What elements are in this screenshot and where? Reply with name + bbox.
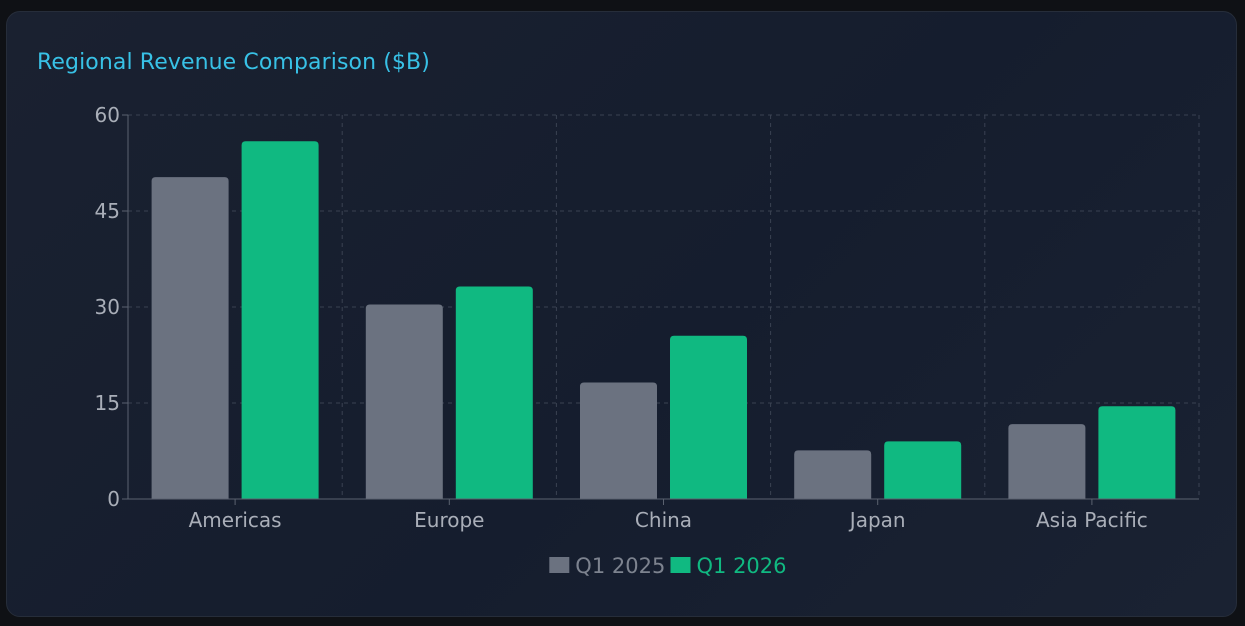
x-tick-label: Japan [848, 508, 906, 532]
y-axis-tick-labels: 0 15 30 45 60 [95, 103, 120, 511]
bar-japan-q1-2025 [794, 450, 872, 499]
y-tick-label: 30 [95, 295, 120, 319]
bar-asia-pacific-q1-2025 [1008, 424, 1086, 499]
x-tick-label: Europe [414, 508, 484, 532]
legend-label: Q1 2026 [697, 554, 787, 578]
bar-china-q1-2025 [580, 382, 657, 499]
x-tick-label: Asia Pacific [1036, 508, 1148, 532]
bar-europe-q1-2025 [365, 304, 443, 499]
bar-china-q1-2026 [670, 335, 747, 499]
bar-americas-q1-2025 [151, 177, 229, 499]
y-tick-label: 45 [95, 199, 120, 223]
x-axis-tick-labels: Americas Europe China Japan Asia Pacific [189, 508, 1148, 532]
y-tick-label: 15 [95, 391, 120, 415]
legend-swatch [670, 557, 691, 573]
bar-asia-pacific-q1-2026 [1098, 406, 1176, 499]
chart-title: Regional Revenue Comparison ($B) [37, 50, 430, 75]
legend-swatch [549, 557, 570, 573]
bar-japan-q1-2026 [884, 441, 962, 499]
bar-americas-q1-2026 [241, 141, 319, 500]
x-tick-label: Americas [189, 508, 282, 532]
legend: Q1 2025 Q1 2026 [549, 554, 787, 578]
axes [122, 114, 1199, 505]
bar-europe-q1-2026 [455, 286, 533, 499]
legend-label: Q1 2025 [575, 554, 665, 578]
y-tick-label: 60 [95, 103, 120, 127]
y-tick-label: 0 [107, 487, 120, 511]
bars [151, 141, 1176, 500]
x-tick-label: China [635, 508, 692, 532]
